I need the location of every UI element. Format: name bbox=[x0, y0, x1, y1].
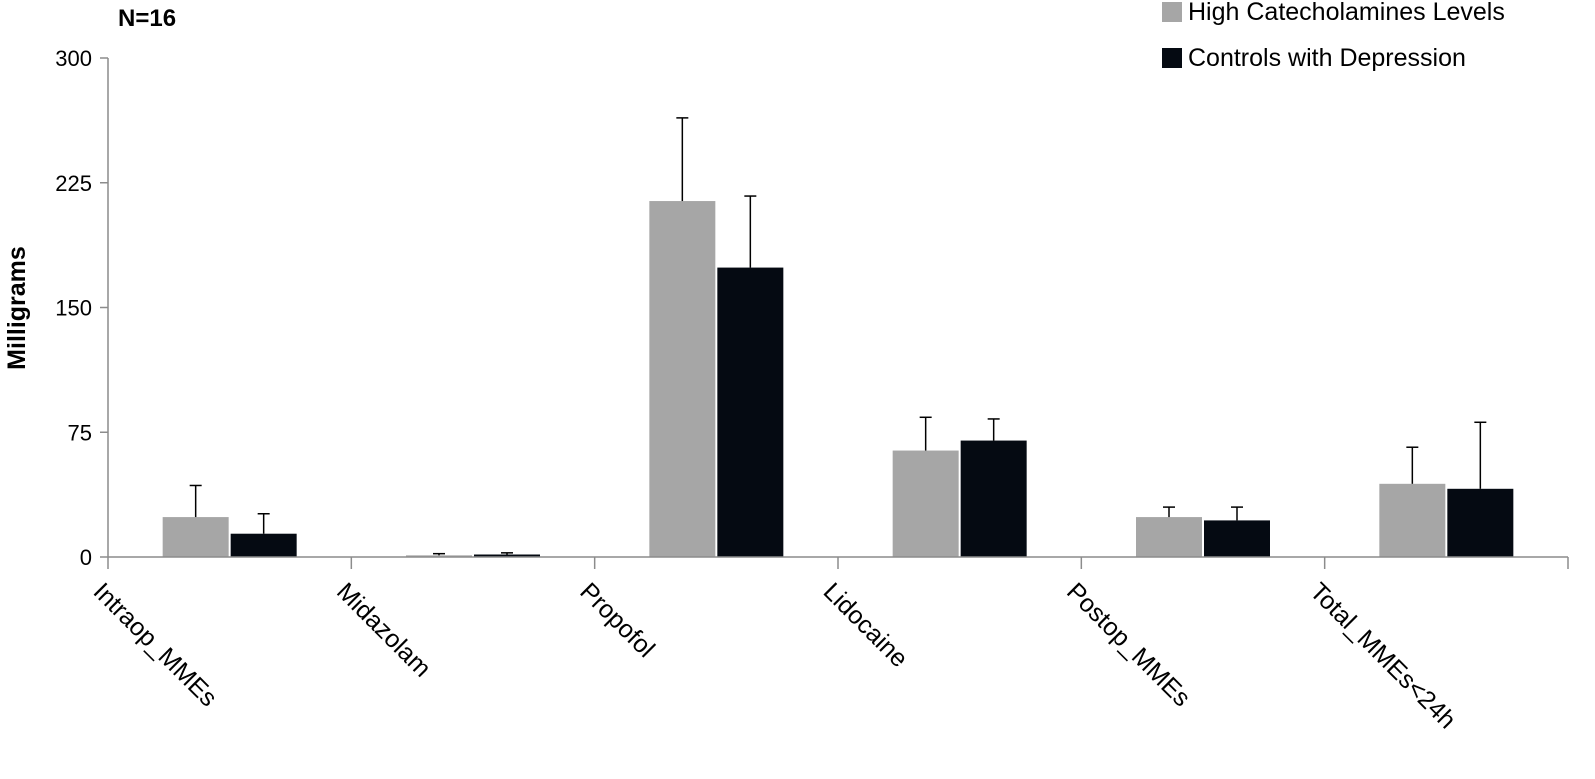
legend-label: Controls with Depression bbox=[1188, 44, 1466, 72]
bar bbox=[1447, 488, 1514, 557]
legend-label: High Catecholamines Levels bbox=[1188, 0, 1505, 26]
y-tick-label: 75 bbox=[68, 420, 92, 445]
y-tick-label: 225 bbox=[55, 171, 92, 196]
bar bbox=[892, 450, 959, 557]
y-tick-label: 150 bbox=[55, 296, 92, 321]
x-category-label: Propofol bbox=[574, 577, 660, 663]
bar bbox=[474, 554, 540, 557]
bar bbox=[406, 555, 472, 557]
y-tick-label: 300 bbox=[55, 46, 92, 71]
x-category-label: Intraop_MMEs bbox=[88, 577, 223, 712]
y-tick-label: 0 bbox=[80, 545, 92, 570]
y-axis-title: Milligrams bbox=[3, 246, 31, 370]
bar bbox=[960, 440, 1027, 557]
bar bbox=[649, 201, 716, 557]
x-category-label: Total_MMEs<24h bbox=[1304, 577, 1461, 734]
x-category-label: Postop_MMEs bbox=[1061, 577, 1196, 712]
legend-swatch bbox=[1162, 2, 1182, 22]
legend-swatch bbox=[1162, 48, 1182, 68]
x-category-label: Lidocaine bbox=[818, 577, 913, 672]
y-axis: 0 75 150 225 300 bbox=[55, 46, 109, 570]
bar bbox=[1136, 517, 1202, 557]
sample-size-note: N=16 bbox=[118, 5, 176, 32]
x-axis: Intraop_MMEs Midazolam Propofol Lidocaine Po… bbox=[88, 556, 1569, 734]
bar bbox=[1379, 483, 1446, 557]
bar bbox=[717, 267, 784, 557]
bar bbox=[162, 517, 229, 557]
bar bbox=[1204, 520, 1270, 557]
legend: High Catecholamines Levels Controls with … bbox=[1162, 0, 1505, 72]
bars-group bbox=[162, 117, 1514, 557]
bar bbox=[230, 533, 297, 557]
x-category-label: Midazolam bbox=[331, 577, 436, 682]
